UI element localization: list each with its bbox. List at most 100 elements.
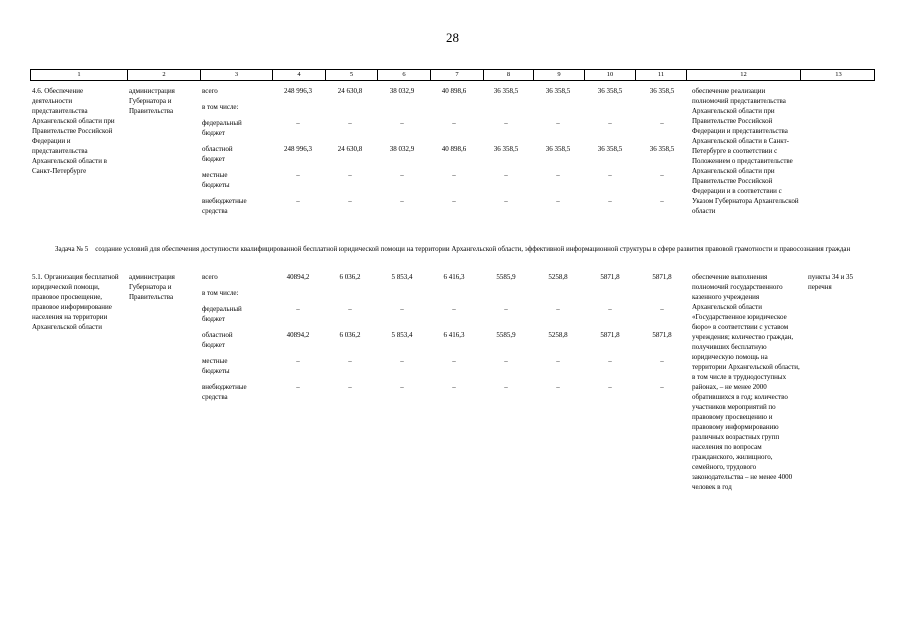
- value-cell: 248 996,3: [284, 145, 312, 153]
- value-cell: –: [296, 171, 300, 179]
- value-cell: 248 996,3: [284, 87, 312, 95]
- column-number-13: 13: [835, 71, 842, 78]
- value-cell: 36 358,5: [545, 87, 571, 95]
- table-row-5-1: 5.1. Организация бесплатной юридической …: [30, 272, 875, 492]
- column-number-12: 12: [687, 70, 801, 80]
- value-cell: –: [296, 197, 300, 205]
- value-cell: –: [296, 119, 300, 127]
- value-cell: –: [504, 171, 508, 179]
- value-cell: –: [296, 383, 300, 391]
- value-cell: 38 032,9: [389, 87, 415, 95]
- page-number: 28: [446, 30, 459, 45]
- value-cell: 5 853,4: [391, 273, 413, 281]
- budget-label: всего: [202, 273, 218, 281]
- budget-row-regional: областной бюджет 40894,2 6 036,2 5 853,4 6 …: [200, 330, 688, 350]
- value-cell: –: [556, 171, 560, 179]
- column-number-7: 7: [431, 70, 484, 80]
- budget-cell: всего 40894,2 6 036,2 5 853,4 6 416,3 5585,9…: [200, 272, 688, 408]
- value-cell: –: [400, 197, 404, 205]
- budget-values: – – – – – – – –: [272, 170, 688, 180]
- budget-label: внебюджетные средства: [202, 197, 247, 215]
- value-cell: 6 416,3: [443, 331, 465, 339]
- column-number-8: 8: [484, 70, 534, 80]
- budget-label: федеральный бюджет: [202, 119, 242, 137]
- value-cell: 5585,9: [496, 331, 516, 339]
- value-cell: 36 358,5: [649, 87, 675, 95]
- value-cell: –: [504, 383, 508, 391]
- task-heading: Задача № 5 создание условий для обеспече…: [55, 245, 851, 253]
- value-cell: –: [608, 305, 612, 313]
- budget-row-local: местные бюджеты – – – – – – – –: [200, 170, 688, 190]
- value-cell: –: [660, 357, 664, 365]
- value-cell: 5585,9: [496, 273, 516, 281]
- value-cell: –: [608, 197, 612, 205]
- budget-label: местные бюджеты: [202, 357, 230, 375]
- table-row-4-6: 4.6. Обеспечение деятельности представит…: [30, 86, 875, 222]
- value-cell: 40894,2: [286, 273, 310, 281]
- value-cell: –: [452, 119, 456, 127]
- column-number-4: 4: [273, 70, 326, 80]
- budget-row-total: всего 40894,2 6 036,2 5 853,4 6 416,3 5585,9…: [200, 272, 688, 282]
- value-cell: –: [660, 383, 664, 391]
- column-number-11: 11: [636, 70, 687, 80]
- value-cell: 40 898,6: [441, 145, 467, 153]
- expected-results-cell: обеспечение выполнения полномочий госуда…: [692, 273, 800, 491]
- value-cell: –: [400, 383, 404, 391]
- value-cell: 38 032,9: [389, 145, 415, 153]
- budget-row-extrabudgetary: внебюджетные средства – – – – – – – –: [200, 382, 688, 402]
- value-cell: –: [348, 383, 352, 391]
- value-cell: 36 358,5: [597, 87, 623, 95]
- value-cell: 6 036,2: [339, 273, 361, 281]
- value-cell: –: [400, 357, 404, 365]
- budget-label: в том числе:: [202, 289, 239, 297]
- value-cell: –: [296, 305, 300, 313]
- value-cell: –: [348, 197, 352, 205]
- value-cell: –: [556, 305, 560, 313]
- column-number-1: 1: [31, 70, 128, 80]
- executor-cell: администрация Губернатора и Правительств…: [129, 87, 175, 115]
- value-cell: –: [608, 171, 612, 179]
- budget-label: внебюджетные средства: [202, 383, 247, 401]
- value-cell: 36 358,5: [545, 145, 571, 153]
- budget-values: 40894,2 6 036,2 5 853,4 6 416,3 5585,9 5258,8…: [272, 330, 688, 340]
- value-cell: 5258,8: [548, 273, 568, 281]
- budget-values: 248 996,3 24 630,8 38 032,9 40 898,6 36 358,…: [272, 144, 688, 154]
- budget-label: областной бюджет: [202, 331, 233, 349]
- value-cell: –: [556, 197, 560, 205]
- value-cell: 36 358,5: [649, 145, 675, 153]
- value-cell: 5871,8: [652, 273, 672, 281]
- value-cell: 6 416,3: [443, 273, 465, 281]
- budget-row-including: в том числе:: [200, 102, 688, 112]
- value-cell: 5 853,4: [391, 331, 413, 339]
- value-cell: –: [452, 171, 456, 179]
- value-cell: 40894,2: [286, 331, 310, 339]
- value-cell: 24 630,8: [337, 145, 363, 153]
- budget-label: областной бюджет: [202, 145, 233, 163]
- budget-label: местные бюджеты: [202, 171, 230, 189]
- budget-row-regional: областной бюджет 248 996,3 24 630,8 38 032…: [200, 144, 688, 164]
- budget-values: – – – – – – – –: [272, 118, 688, 128]
- value-cell: –: [608, 357, 612, 365]
- budget-label: всего: [202, 87, 218, 95]
- value-cell: –: [452, 197, 456, 205]
- executor-cell: администрация Губернатора и Правительств…: [129, 273, 175, 301]
- value-cell: –: [348, 119, 352, 127]
- value-cell: 36 358,5: [597, 145, 623, 153]
- value-cell: –: [348, 357, 352, 365]
- value-cell: –: [452, 383, 456, 391]
- budget-row-local: местные бюджеты – – – – – – – –: [200, 356, 688, 376]
- budget-values: – – – – – – – –: [272, 356, 688, 366]
- budget-values: – – – – – – – –: [272, 304, 688, 314]
- value-cell: 36 358,5: [493, 87, 519, 95]
- column-number-2: 2: [128, 70, 201, 80]
- value-cell: –: [608, 119, 612, 127]
- value-cell: –: [504, 357, 508, 365]
- value-cell: –: [296, 357, 300, 365]
- budget-row-including: в том числе:: [200, 288, 688, 298]
- note-cell: пункты 34 и 35 перечня: [808, 273, 854, 291]
- expected-results-cell: обеспечение реализации полномочий предст…: [692, 87, 799, 215]
- budget-label: федеральный бюджет: [202, 305, 242, 323]
- budget-row-extrabudgetary: внебюджетные средства – – – – – – – –: [200, 196, 688, 216]
- column-number-9: 9: [534, 70, 585, 80]
